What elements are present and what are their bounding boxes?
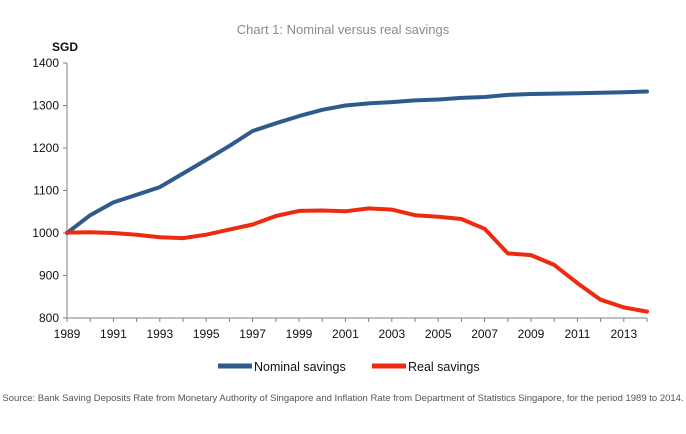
y-tick-label: 800 bbox=[39, 311, 59, 325]
x-tick-label: 2013 bbox=[610, 327, 637, 341]
x-tick-label: 1991 bbox=[100, 327, 127, 341]
legend-label-real-savings: Real savings bbox=[408, 360, 480, 374]
y-axis-unit-label: SGD bbox=[52, 40, 78, 54]
legend-label-nominal-savings: Nominal savings bbox=[254, 360, 346, 374]
nominal-savings-line bbox=[65, 89, 649, 235]
x-tick-label: 2009 bbox=[518, 327, 545, 341]
x-tick-label: 2005 bbox=[425, 327, 452, 341]
y-tick-label: 900 bbox=[39, 269, 59, 283]
x-tick-label: 1995 bbox=[193, 327, 220, 341]
x-tick-label: 2007 bbox=[471, 327, 498, 341]
source-note: Source: Bank Saving Deposits Rate from M… bbox=[2, 393, 684, 404]
x-tick-label: 1999 bbox=[286, 327, 313, 341]
y-tick-label: 1000 bbox=[32, 226, 59, 240]
series-layer bbox=[65, 89, 649, 314]
axes-layer: 1400 1300 1200 1100 1000 900 800 1989 1991 1993 19… bbox=[32, 56, 648, 341]
legend: Nominal savings Real savings bbox=[218, 360, 480, 374]
x-tick-label: 1989 bbox=[54, 327, 81, 341]
x-tick-label: 2011 bbox=[564, 327, 590, 341]
x-tick-label: 2003 bbox=[378, 327, 405, 341]
x-tick-label: 1997 bbox=[239, 327, 266, 341]
y-tick-label: 1400 bbox=[32, 56, 59, 70]
y-tick-label: 1300 bbox=[32, 99, 59, 113]
y-tick-label: 1200 bbox=[32, 141, 59, 155]
chart-title: Chart 1: Nominal versus real savings bbox=[236, 22, 450, 37]
x-tick-label: 2001 bbox=[332, 327, 359, 341]
y-tick-label: 1100 bbox=[33, 184, 59, 198]
x-tick-label: 1993 bbox=[146, 327, 173, 341]
real-savings-line bbox=[65, 206, 649, 314]
